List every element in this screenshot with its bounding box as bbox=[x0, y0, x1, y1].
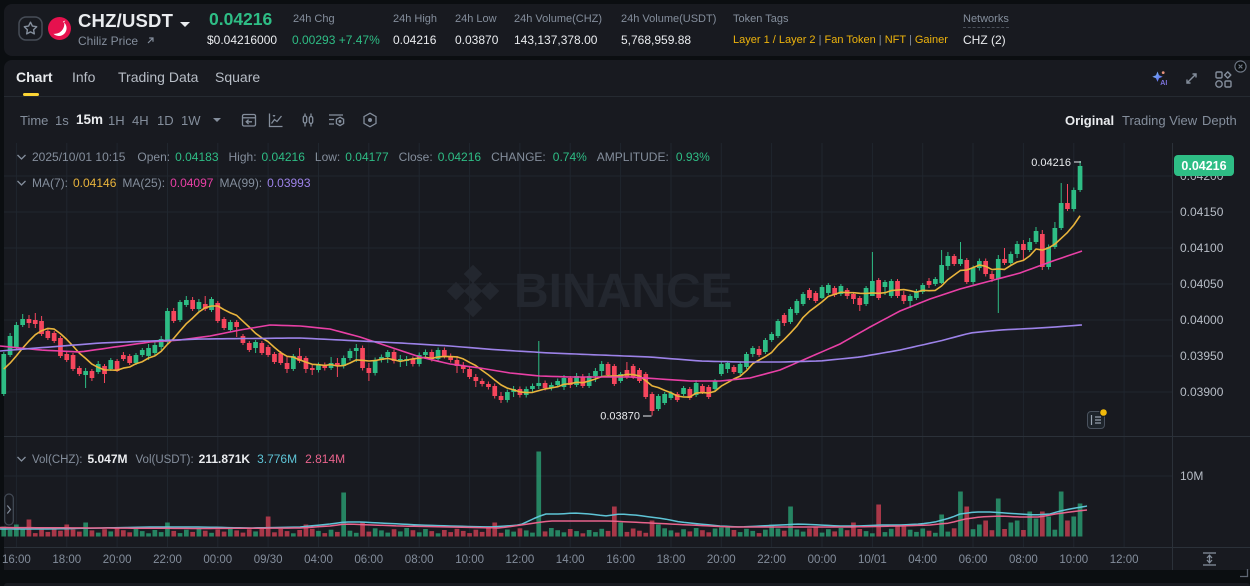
svg-text:08:00: 08:00 bbox=[1009, 554, 1038, 566]
svg-text:BINANCE: BINANCE bbox=[514, 265, 733, 318]
svg-text:18:00: 18:00 bbox=[52, 554, 81, 566]
svg-text:16:00: 16:00 bbox=[2, 554, 31, 566]
svg-text:22:00: 22:00 bbox=[153, 554, 182, 566]
svg-text:10/01: 10/01 bbox=[858, 554, 887, 566]
svg-text:10:00: 10:00 bbox=[1059, 554, 1088, 566]
svg-text:0.04216: 0.04216 bbox=[1181, 159, 1226, 173]
svg-text:18:00: 18:00 bbox=[657, 554, 686, 566]
svg-text:04:00: 04:00 bbox=[304, 554, 333, 566]
svg-text:09/30: 09/30 bbox=[254, 554, 283, 566]
svg-text:0.04100: 0.04100 bbox=[1180, 241, 1224, 255]
svg-text:0.04000: 0.04000 bbox=[1180, 313, 1224, 327]
svg-text:0.03950: 0.03950 bbox=[1180, 349, 1224, 363]
svg-text:10:00: 10:00 bbox=[455, 554, 484, 566]
svg-text:0.04216: 0.04216 bbox=[1031, 157, 1071, 169]
svg-text:20:00: 20:00 bbox=[707, 554, 736, 566]
svg-text:0.03870: 0.03870 bbox=[600, 411, 640, 423]
svg-text:10M: 10M bbox=[1180, 469, 1203, 483]
svg-text:14:00: 14:00 bbox=[556, 554, 585, 566]
svg-text:12:00: 12:00 bbox=[1110, 554, 1139, 566]
svg-text:06:00: 06:00 bbox=[959, 554, 988, 566]
svg-text:0.04050: 0.04050 bbox=[1180, 277, 1224, 291]
svg-text:20:00: 20:00 bbox=[103, 554, 132, 566]
svg-text:16:00: 16:00 bbox=[606, 554, 635, 566]
svg-text:0.04150: 0.04150 bbox=[1180, 205, 1224, 219]
svg-text:AI: AI bbox=[1160, 80, 1167, 87]
svg-text:22:00: 22:00 bbox=[757, 554, 786, 566]
svg-text:06:00: 06:00 bbox=[354, 554, 383, 566]
svg-text:00:00: 00:00 bbox=[808, 554, 837, 566]
svg-text:0.03900: 0.03900 bbox=[1180, 385, 1224, 399]
svg-text:04:00: 04:00 bbox=[908, 554, 937, 566]
svg-text:08:00: 08:00 bbox=[405, 554, 434, 566]
svg-text:12:00: 12:00 bbox=[506, 554, 535, 566]
svg-text:00:00: 00:00 bbox=[203, 554, 232, 566]
